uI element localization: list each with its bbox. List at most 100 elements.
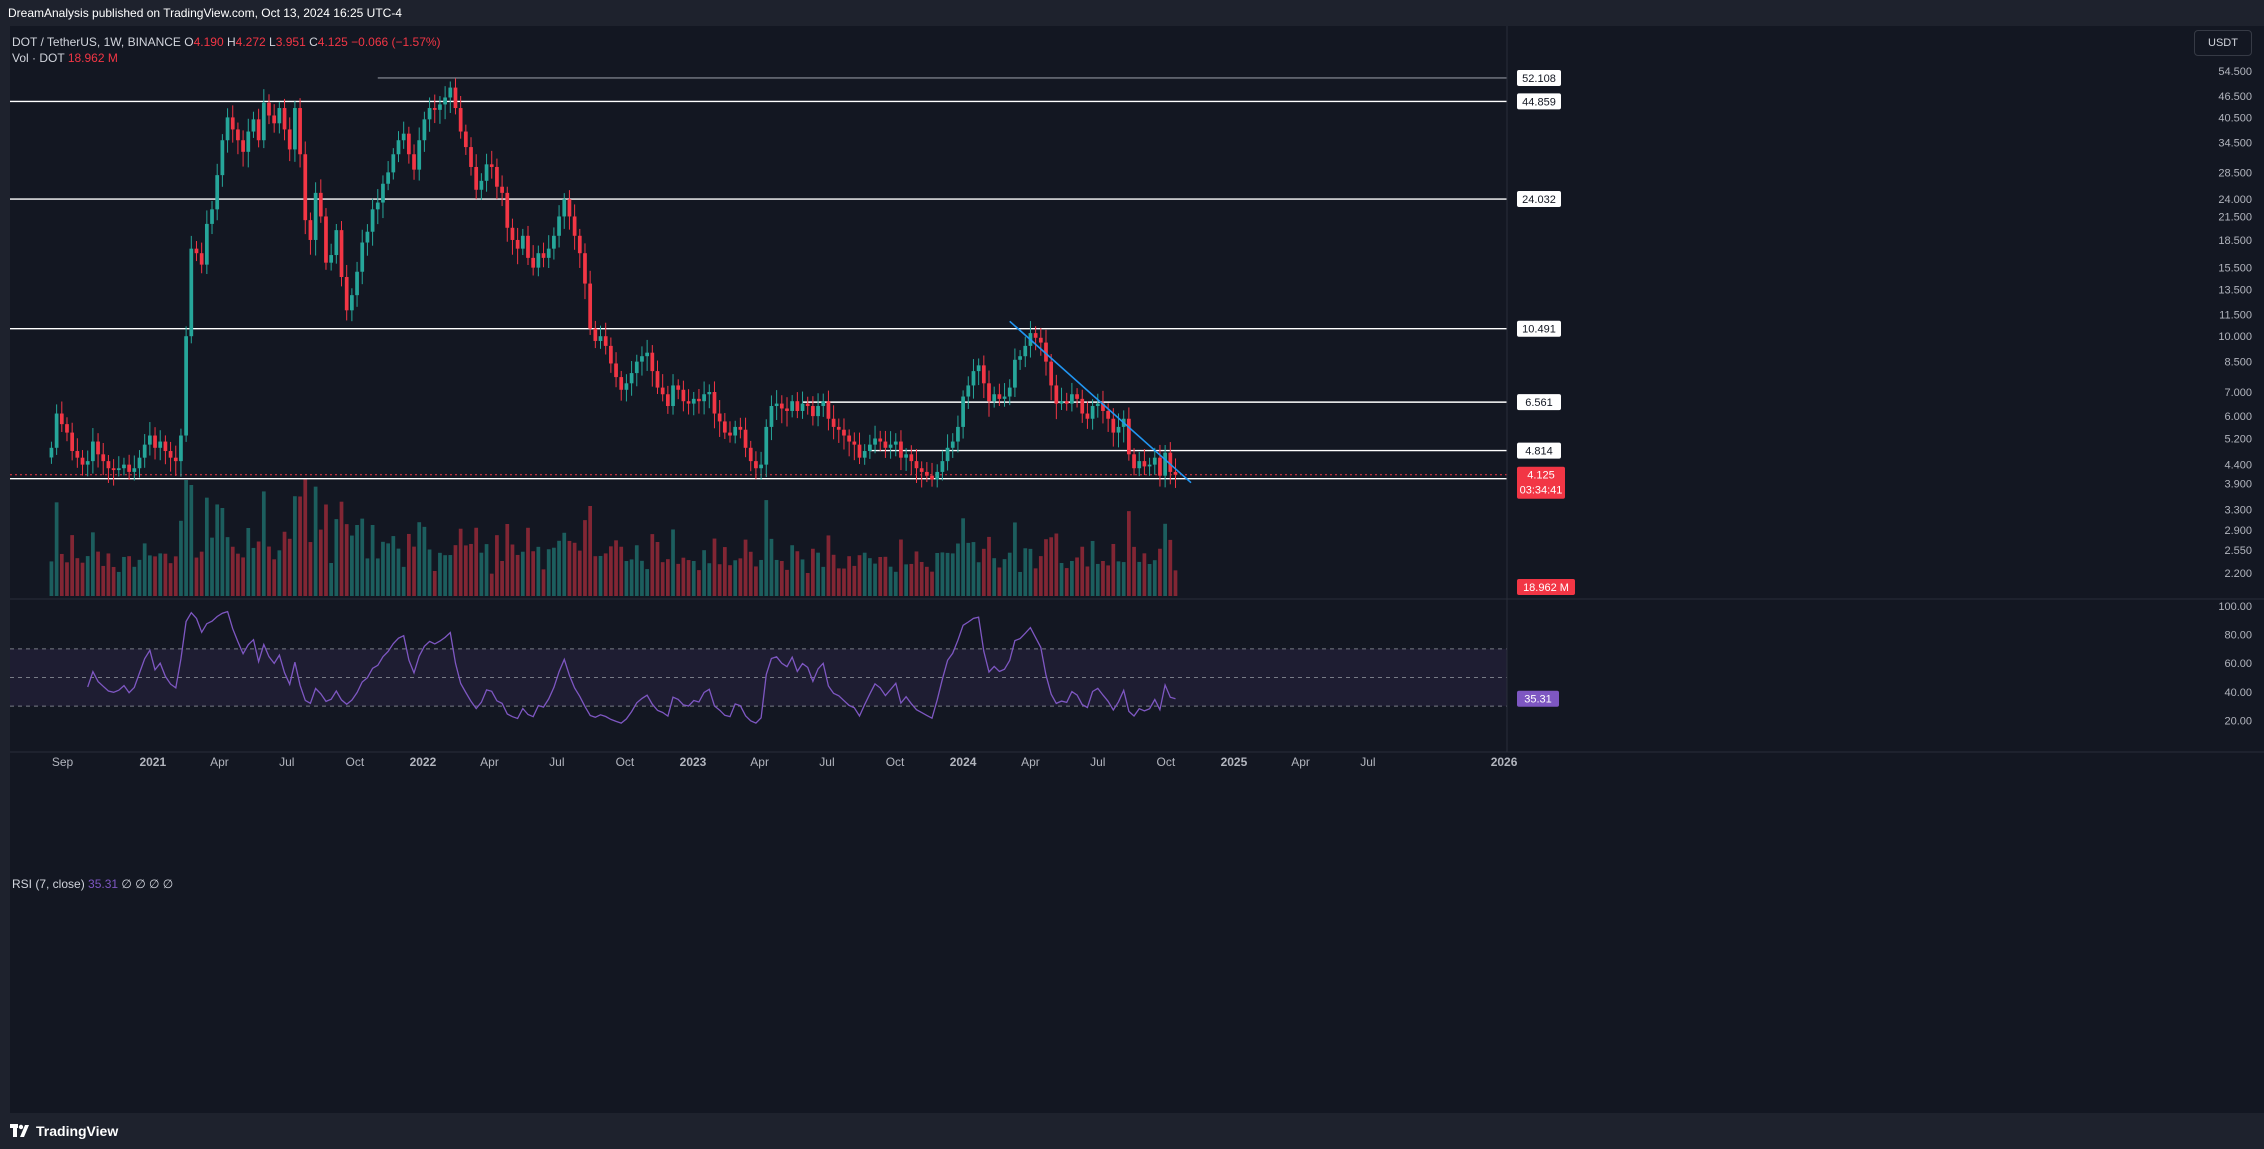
candle-body [1090,406,1095,419]
volume-bar [474,527,479,596]
tradingview-logo-icon[interactable] [10,1124,30,1138]
level-badge-text: 10.491 [1522,324,1556,336]
candle-body [899,441,903,458]
volume-bar [546,549,551,596]
volume-bar [821,566,826,596]
countdown-text: 03:34:41 [1520,485,1563,497]
candle-body [417,140,422,170]
candle-body [256,119,261,141]
candle-body [577,235,582,254]
volume-bar [469,543,473,596]
candle-body [774,403,779,407]
candle-body [914,461,919,469]
candle-body [1023,345,1028,357]
candle-body [236,129,240,141]
level-badge-bg [1517,442,1561,459]
volume-bar [764,500,769,596]
candle-body [1116,426,1121,433]
candle-body [992,394,997,402]
volume-bar [401,566,406,596]
candle-body [583,253,587,284]
volume-bar [655,542,660,596]
candle-body [717,413,722,422]
volume-bar [583,520,587,596]
volume-bar [261,491,266,596]
volume-label[interactable]: Vol · DOT [12,51,65,65]
candle-body [484,164,489,181]
volume-bar [500,561,504,596]
volume-bar [541,569,546,596]
candle-body [655,371,660,388]
volume-bar [940,552,945,596]
volume-bar [873,563,877,596]
volume-bar [831,554,836,596]
volume-bar [603,553,608,596]
volume-bar [888,566,893,596]
candle-body [474,166,479,190]
time-tick-label: 2026 [1491,755,1518,769]
volume-bar [510,544,515,596]
volume-bar [520,551,525,596]
candle-body [334,230,339,256]
volume-bar [324,504,328,596]
level-badge-text: 52.108 [1522,73,1556,85]
volume-bar [111,566,116,596]
chart-frame[interactable]: 62.00054.50046.50040.50034.50028.50024.0… [10,26,2264,1113]
volume-bar [406,533,411,596]
volume-bar [256,541,261,596]
volume-bar [427,549,432,596]
volume-bar [313,486,318,596]
rsi-label[interactable]: RSI (7, close) [12,877,85,891]
candle-body [453,87,458,109]
volume-bar [1044,539,1048,596]
volume-bar [1137,561,1142,596]
volume-bar [199,551,204,596]
candle-body [1101,403,1105,411]
currency-button[interactable]: USDT [2194,30,2252,56]
level-price-badge: 10.491 [1517,320,1561,337]
volume-bar [878,557,883,596]
candle-body [49,447,54,458]
candle-body [976,365,981,372]
footer-brand[interactable]: TradingView [36,1123,119,1139]
volume-bar [531,551,536,596]
volume-bar [59,553,64,596]
volume-bar [956,543,960,596]
symbol-label[interactable]: DOT / TetherUS, 1W, BINANCE [12,35,181,49]
level-badge-text: 44.859 [1522,96,1556,108]
volume-bar [132,566,137,596]
candle-body [790,401,795,411]
candle-body [158,441,163,448]
candle-body [857,444,862,458]
candle-body [1147,464,1152,467]
price-tick-label: 7.000 [2224,387,2252,399]
candle-body [96,441,100,455]
candle-body [329,255,334,263]
volume-bar [194,557,199,596]
volume-bar [629,559,634,596]
price-tick-label: 11.500 [2219,309,2252,321]
candle-body [935,471,940,480]
candle-body [360,242,365,272]
time-tick-label: Apr [750,755,769,769]
candle-body [785,408,789,411]
time-tick-label: Apr [1021,755,1040,769]
volume-bar [272,559,277,596]
candle-body [930,475,934,480]
price-tick-label: 6.000 [2224,411,2252,423]
volume-bar [728,565,732,596]
candle-body [893,441,898,445]
candle-body [624,383,629,390]
candle-body [215,175,220,210]
time-tick-label: Jul [1360,755,1375,769]
volume-legend: Vol · DOT 18.962 M [12,50,118,66]
candle-body [733,426,738,436]
price-chart[interactable]: 62.00054.50046.50040.50034.50028.50024.0… [10,26,2264,1113]
trendline [1009,320,1192,484]
candle-body [1018,356,1022,360]
candle-body [344,277,349,311]
candle-body [1137,461,1142,469]
volume-bar [1116,561,1121,596]
candle-body [463,131,468,148]
candle-body [127,464,132,472]
